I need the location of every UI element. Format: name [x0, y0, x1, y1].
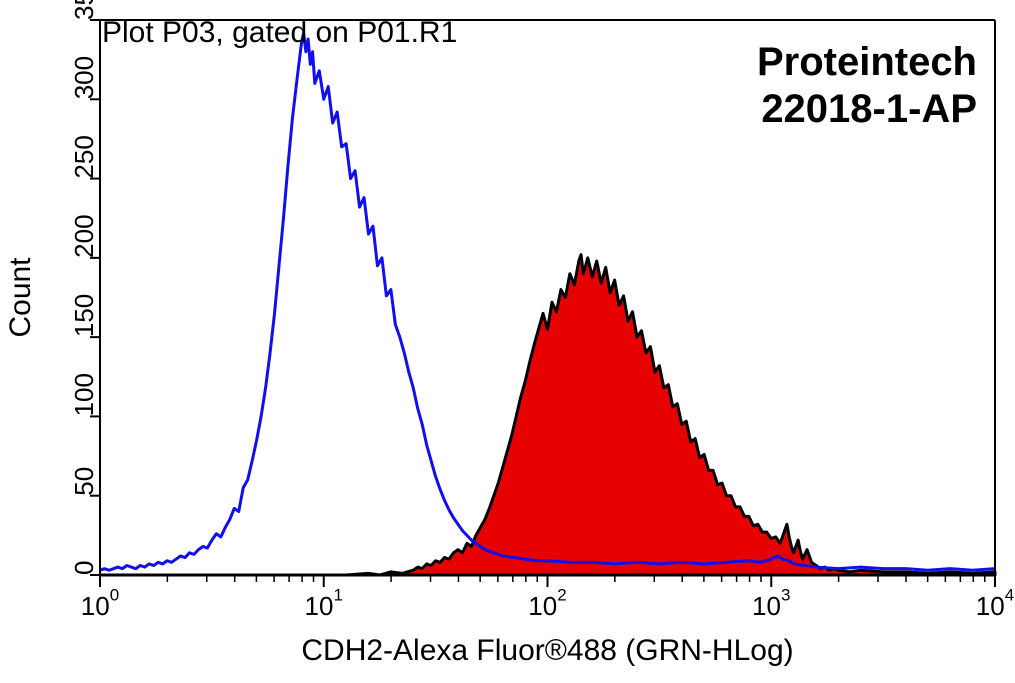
plot-title: Plot P03, gated on P01.R1: [102, 16, 457, 49]
y-tick-label: 100: [69, 373, 99, 416]
annotation-line1: Proteintech: [757, 40, 977, 84]
annotation-line2: 22018-1-AP: [761, 87, 977, 131]
y-tick-label: 350: [69, 0, 99, 20]
y-tick-label: 0: [69, 561, 99, 575]
y-tick-label: 150: [69, 294, 99, 337]
y-tick-label: 250: [69, 135, 99, 178]
flow-cytometry-histogram: 050100150200250300350Count10010110210310…: [0, 0, 1015, 683]
plot-svg: 050100150200250300350Count10010110210310…: [0, 0, 1015, 683]
y-tick-label: 300: [69, 56, 99, 99]
y-axis-label: Count: [4, 257, 37, 338]
y-tick-label: 50: [69, 467, 99, 496]
y-tick-label: 200: [69, 214, 99, 257]
x-axis-label: CDH2-Alexa Fluor®488 (GRN-HLog): [301, 634, 793, 667]
